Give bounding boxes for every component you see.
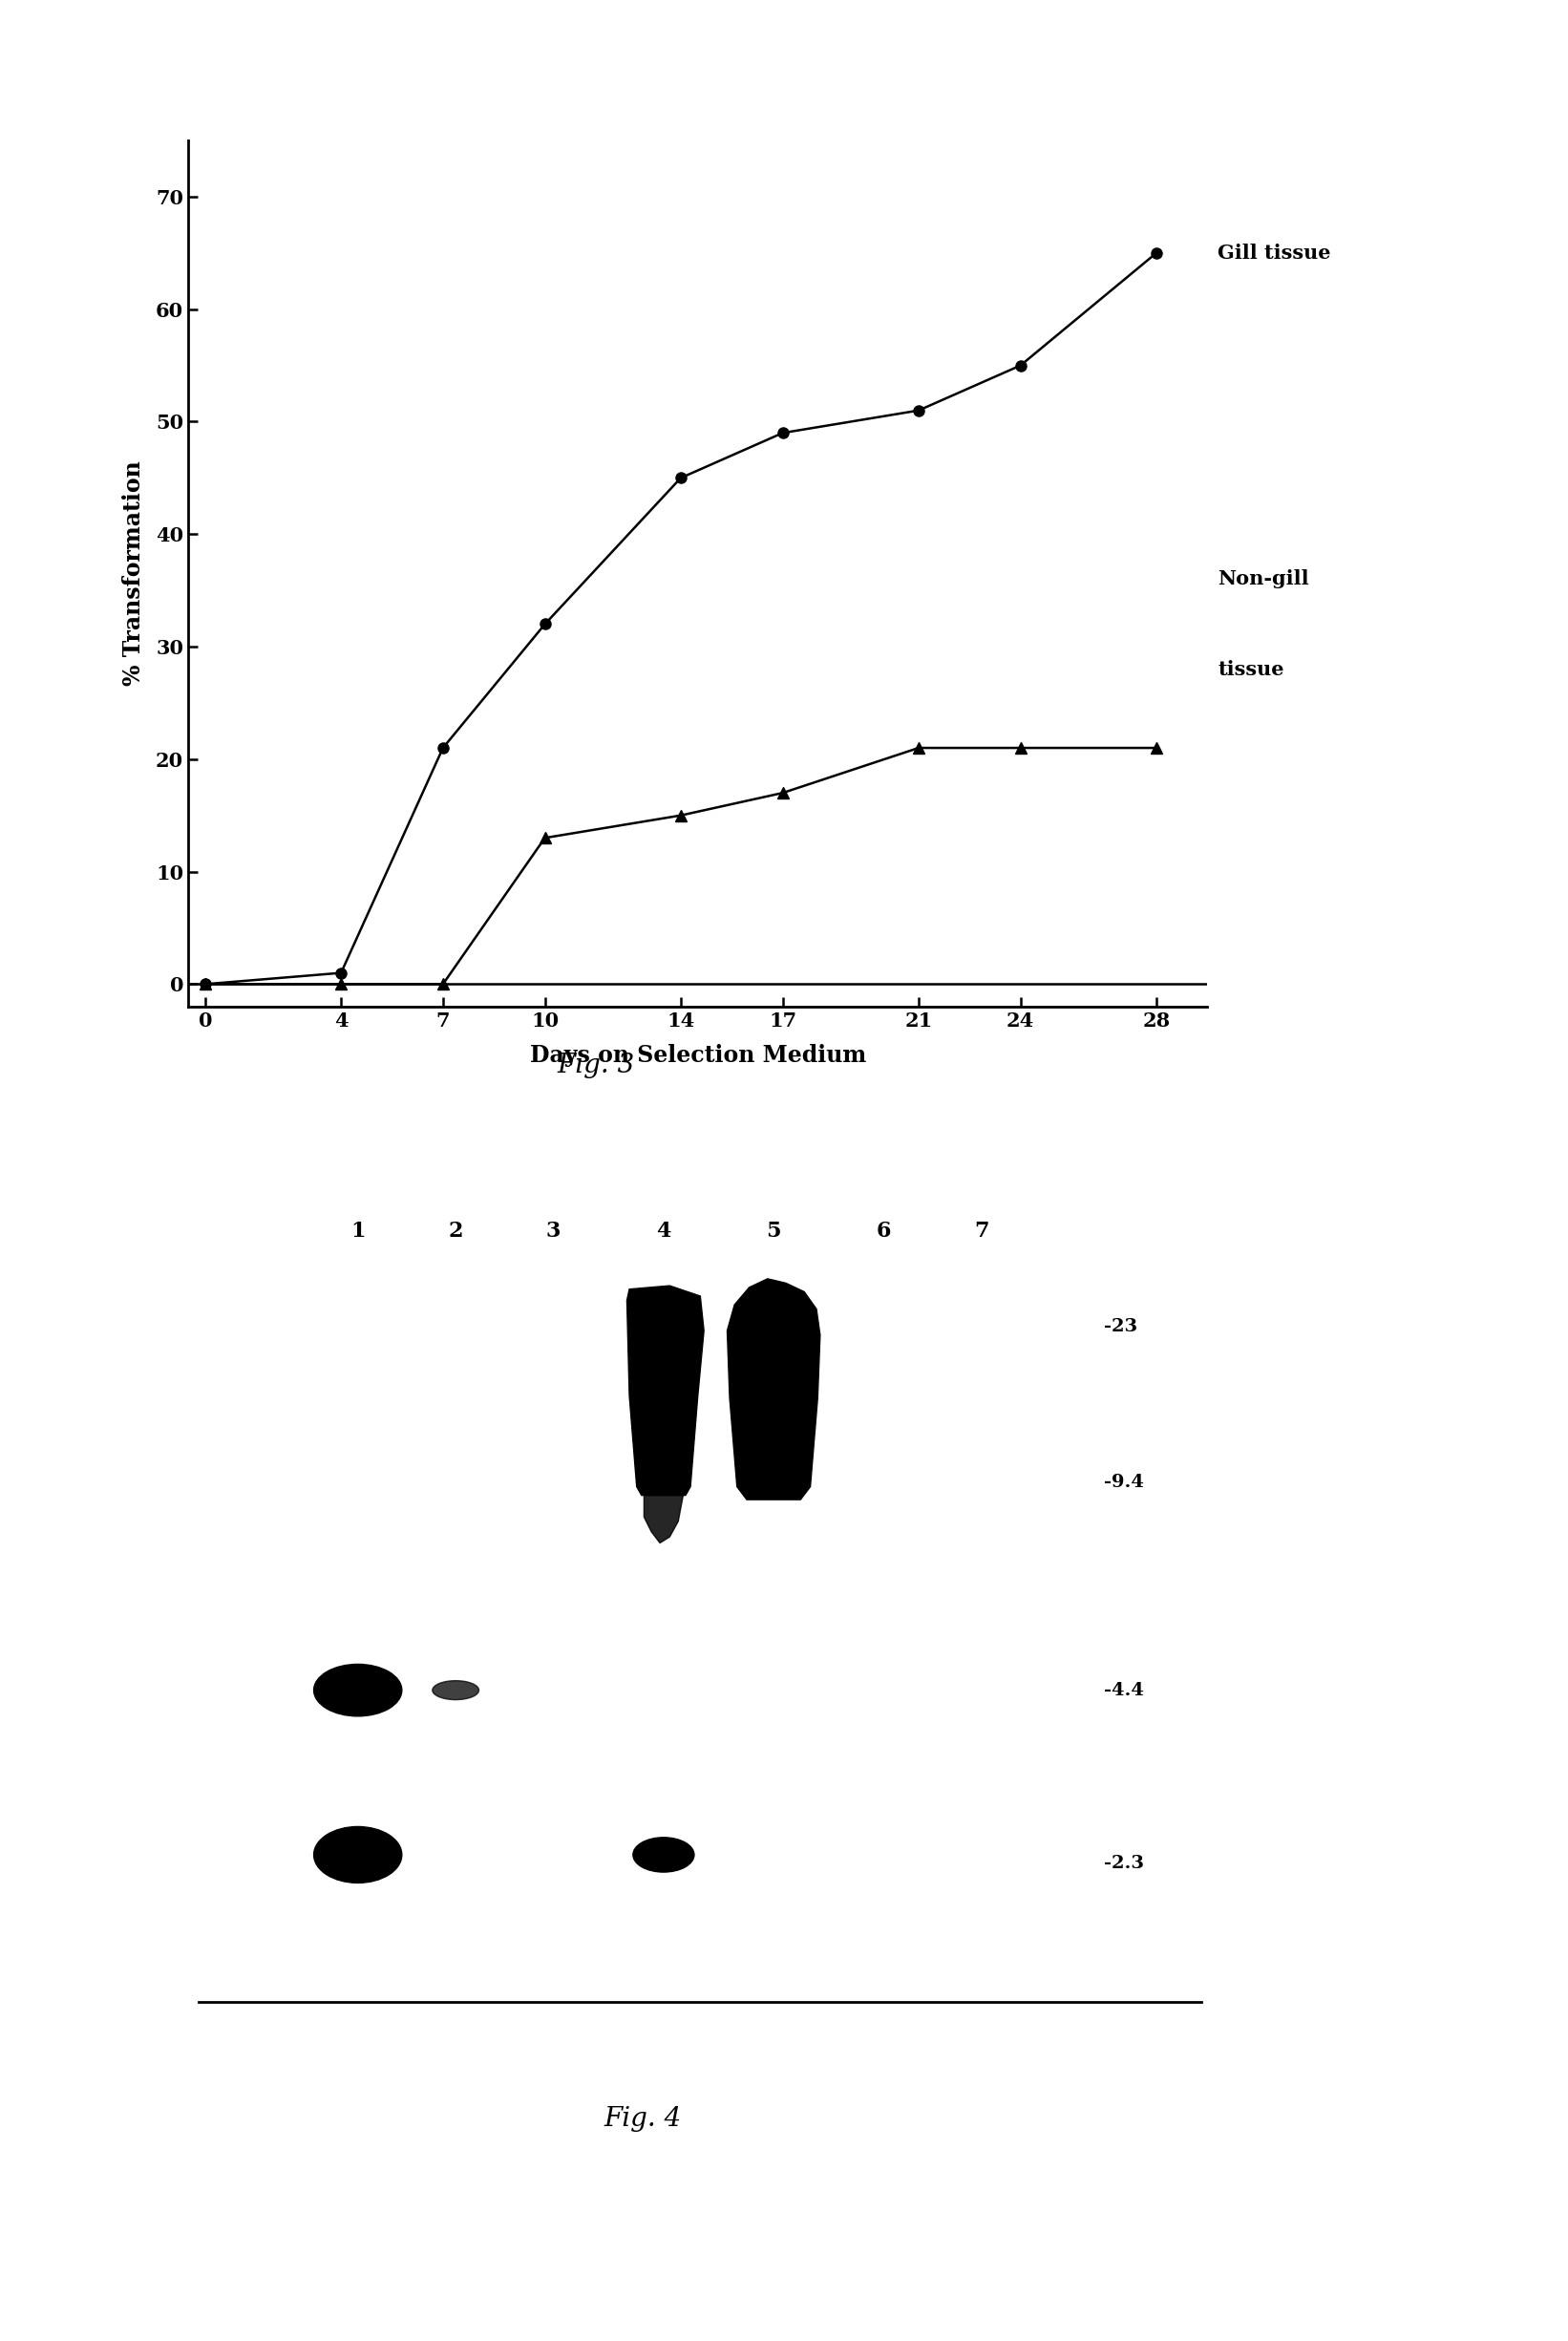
Text: -23: -23 [1104,1318,1137,1334]
Polygon shape [728,1278,820,1501]
Y-axis label: % Transformation: % Transformation [122,461,146,686]
Text: Fig. 4: Fig. 4 [604,2105,682,2133]
Text: -4.4: -4.4 [1104,1681,1145,1700]
Ellipse shape [633,1838,695,1873]
Text: -2.3: -2.3 [1104,1854,1145,1873]
Text: 6: 6 [877,1220,891,1241]
Text: 5: 5 [767,1220,781,1241]
Text: Gill tissue: Gill tissue [1218,243,1331,262]
Text: 7: 7 [974,1220,989,1241]
Text: Non-gill: Non-gill [1218,569,1309,588]
Text: 2: 2 [448,1220,463,1241]
Ellipse shape [314,1826,401,1882]
Polygon shape [627,1285,704,1496]
Text: tissue: tissue [1218,660,1284,679]
X-axis label: Days on Selection Medium: Days on Selection Medium [530,1044,866,1067]
Text: 1: 1 [350,1220,365,1241]
Text: 4: 4 [657,1220,671,1241]
Text: -9.4: -9.4 [1104,1475,1145,1491]
Ellipse shape [433,1681,478,1700]
Text: 3: 3 [546,1220,561,1241]
Polygon shape [644,1496,684,1543]
Text: Fig. 3: Fig. 3 [557,1051,635,1079]
Ellipse shape [314,1664,401,1716]
